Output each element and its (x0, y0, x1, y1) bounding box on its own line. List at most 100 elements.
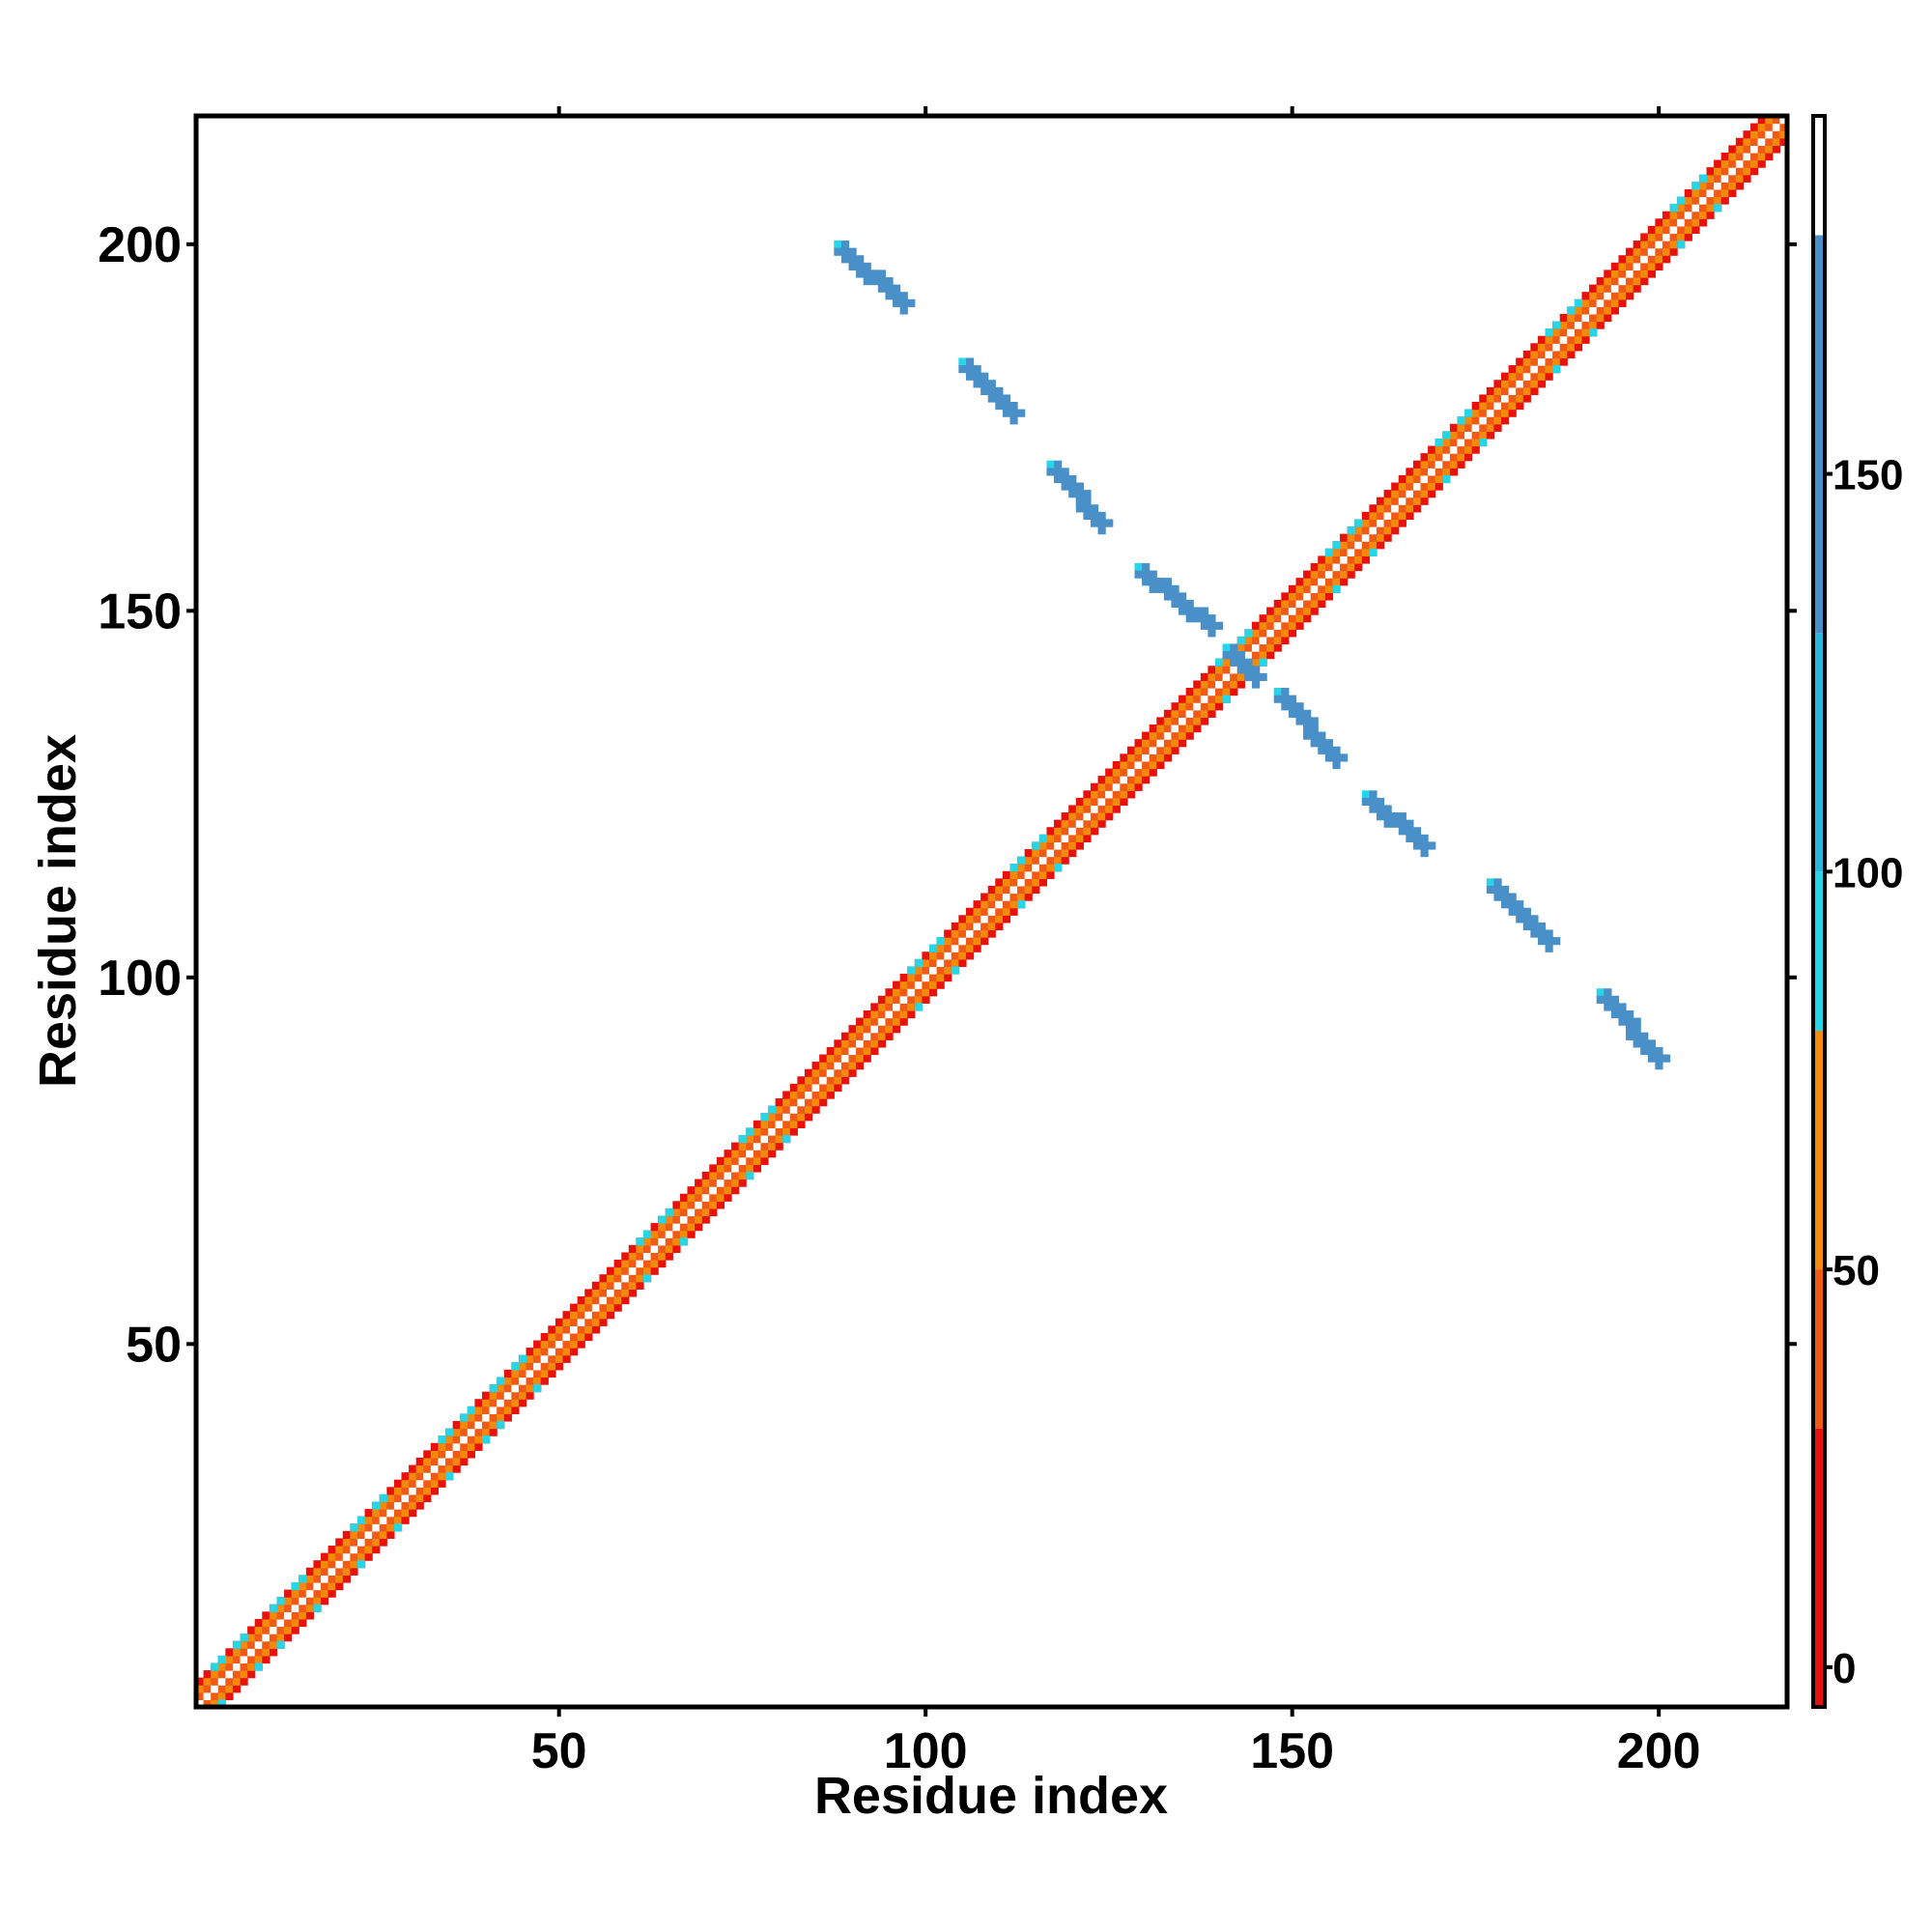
heatmap-cell (1552, 365, 1561, 374)
heatmap-cell (1442, 460, 1451, 469)
heatmap-cell (944, 966, 952, 975)
heatmap-cell (356, 1516, 366, 1524)
heatmap-cell (1677, 218, 1686, 227)
heatmap-cell (709, 1208, 718, 1217)
heatmap-cell (1720, 182, 1729, 190)
heatmap-cell (1420, 460, 1429, 469)
heatmap-cell (217, 1699, 226, 1708)
heatmap-cell (1706, 188, 1715, 198)
heatmap-cell (701, 1201, 710, 1209)
heatmap-cell (1779, 123, 1788, 131)
heatmap-cell (1105, 782, 1114, 791)
heatmap-cell (899, 974, 908, 982)
heatmap-cell (1303, 717, 1312, 725)
heatmap-cell (877, 1032, 887, 1040)
heatmap-cell (885, 995, 894, 1004)
heatmap-cell (716, 1171, 725, 1180)
heatmap-cell (350, 1552, 358, 1561)
heatmap-cell (1354, 562, 1363, 572)
heatmap-cell (1340, 555, 1349, 564)
heatmap-cell (1720, 196, 1729, 205)
heatmap-cell (856, 1032, 865, 1040)
heatmap-cell (987, 900, 996, 909)
heatmap-cell (1698, 196, 1708, 205)
heatmap-cell (1618, 1017, 1627, 1026)
heatmap-cell (1765, 130, 1774, 139)
heatmap-cell (1508, 365, 1517, 374)
heatmap-cell (1537, 937, 1547, 946)
heatmap-cell (1179, 739, 1187, 748)
heatmap-cell (907, 1003, 916, 1011)
heatmap-cell (1318, 584, 1326, 593)
heatmap-cell (1728, 152, 1737, 161)
heatmap-cell (276, 1640, 285, 1649)
heatmap-cell (885, 1017, 894, 1026)
heatmap-cell (1222, 666, 1231, 674)
heatmap-cell (1259, 672, 1267, 682)
heatmap-cell (628, 1289, 637, 1297)
heatmap-cell (848, 1054, 857, 1063)
heatmap-cell (1743, 137, 1751, 146)
heatmap-cell (1046, 468, 1055, 476)
heatmap-cell (1002, 885, 1011, 895)
heatmap-cell (840, 1062, 850, 1070)
heatmap-cell (1552, 350, 1561, 359)
heatmap-cell (1516, 907, 1524, 916)
heatmap-cell (497, 1377, 505, 1385)
heatmap-cell (386, 1501, 395, 1510)
heatmap-cell (1068, 827, 1077, 836)
heatmap-cell (1273, 643, 1282, 652)
heatmap-cell (1222, 672, 1231, 682)
heatmap-cell (687, 1193, 696, 1202)
heatmap-cell (1281, 636, 1290, 645)
heatmap-cell (1633, 255, 1641, 264)
heatmap-cell (1530, 915, 1539, 923)
heatmap-cell (460, 1450, 469, 1459)
heatmap-cell (834, 1083, 842, 1093)
heatmap-cell (570, 1340, 579, 1349)
heatmap-cell (1537, 343, 1547, 352)
heatmap-cell (364, 1523, 373, 1532)
heatmap-cell (1559, 350, 1568, 359)
heatmap-cell (826, 1054, 835, 1063)
heatmap-cell (1083, 790, 1092, 799)
heatmap-cell (1501, 386, 1510, 396)
heatmap-cell (591, 1303, 601, 1312)
heatmap-cell (922, 995, 930, 1004)
heatmap-cell (856, 1039, 865, 1048)
heatmap-cell (1647, 1039, 1656, 1048)
heatmap-cell (342, 1560, 351, 1569)
heatmap-cell (430, 1464, 440, 1473)
heatmap-cell (1508, 372, 1517, 381)
heatmap-cell (232, 1670, 242, 1679)
heatmap-cell (958, 915, 967, 923)
heatmap-cell (1126, 760, 1136, 770)
heatmap-cell (540, 1340, 549, 1349)
heatmap-cell (1032, 878, 1040, 887)
heatmap-cell (848, 1025, 857, 1034)
heatmap-cell (965, 952, 975, 960)
heatmap-cell (893, 995, 901, 1004)
heatmap-cell (965, 365, 975, 374)
heatmap-cell (1075, 827, 1084, 836)
heatmap-cell (518, 1384, 527, 1393)
heatmap-cell (1714, 204, 1722, 213)
heatmap-cell (628, 1244, 637, 1254)
heatmap-cell (284, 1626, 293, 1634)
heatmap-cell (1214, 680, 1224, 689)
heatmap-cell (372, 1516, 381, 1524)
heatmap-cell (642, 1252, 652, 1261)
heatmap-cell (804, 1091, 813, 1099)
heatmap-cell (1163, 717, 1173, 725)
heatmap-cell (716, 1164, 725, 1173)
heatmap-cell (497, 1391, 505, 1400)
heatmap-cell (364, 1509, 373, 1518)
heatmap-cell (1743, 130, 1751, 139)
heatmap-cell (1105, 797, 1114, 807)
heatmap-cell (679, 1208, 689, 1217)
heatmap-cell (240, 1662, 248, 1671)
heatmap-cell (1471, 423, 1480, 432)
heatmap-cell (1126, 776, 1136, 784)
heatmap-cell (1009, 878, 1018, 887)
